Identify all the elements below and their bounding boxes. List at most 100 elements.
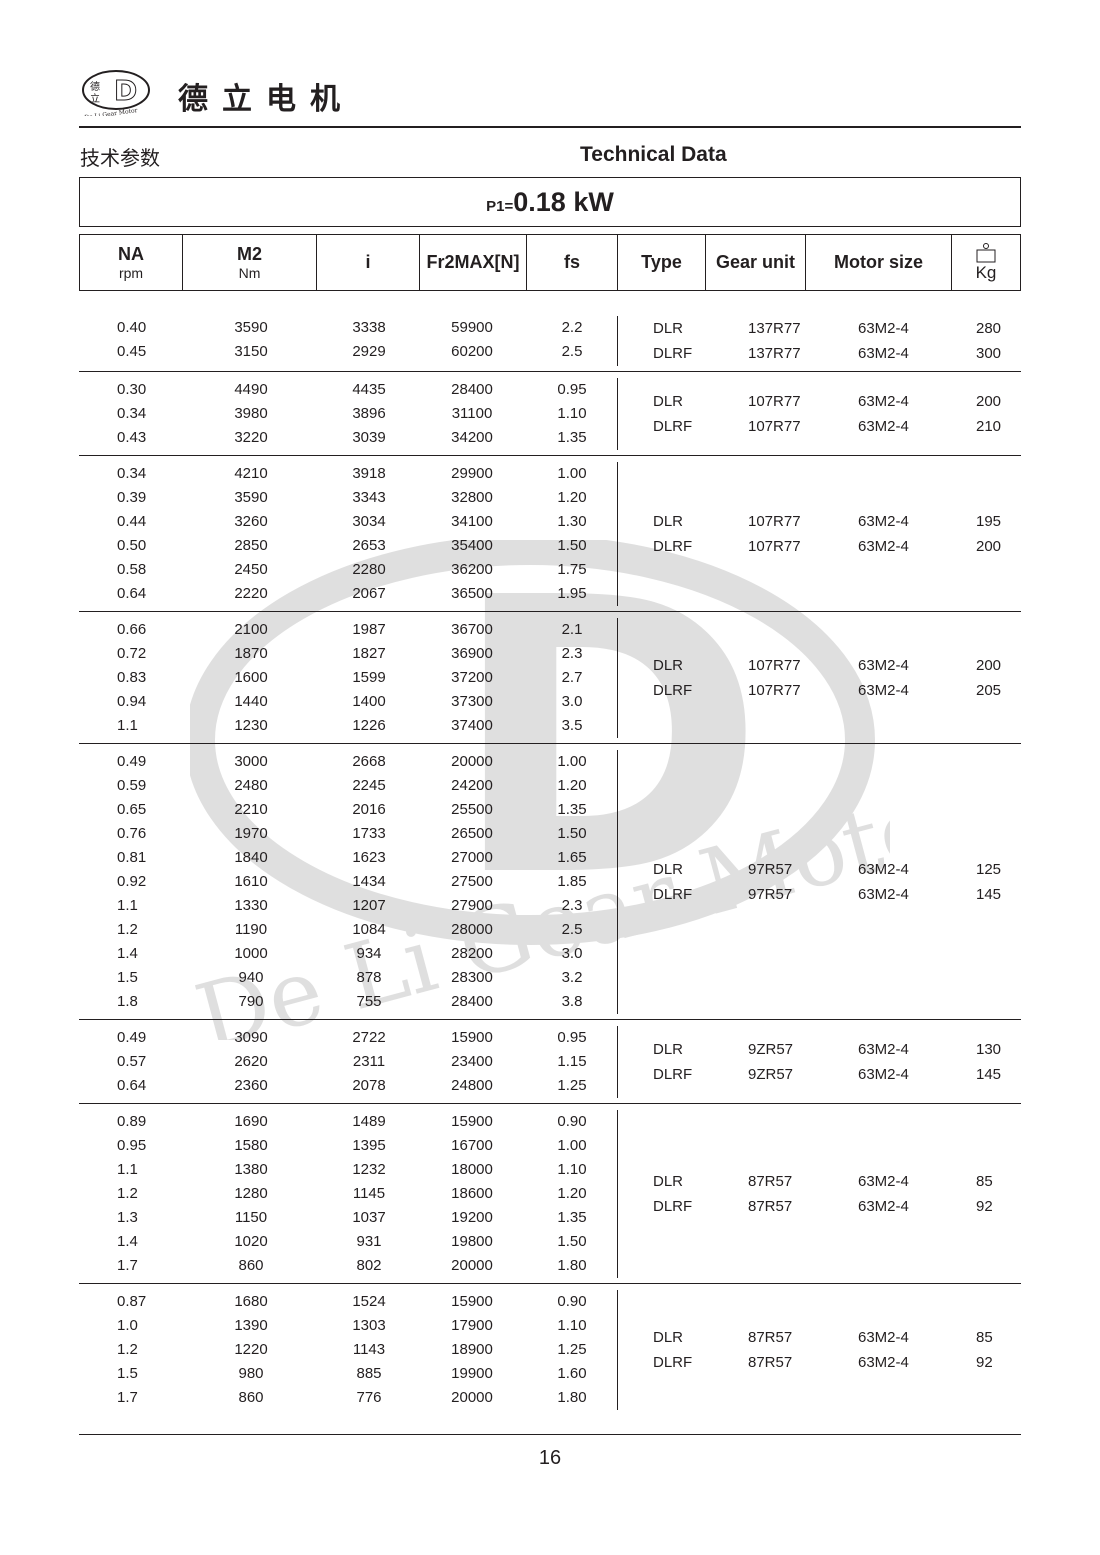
cell-ratio: 1143 [352, 1341, 386, 1358]
table-row: 0.87 1680 1524 15900 0.90 [79, 1290, 617, 1314]
cell-m2: 1220 [234, 1341, 268, 1358]
cell-na: 1.5 [117, 969, 138, 986]
cell-m2: 790 [238, 993, 264, 1010]
cell-m2: 2220 [234, 585, 268, 602]
cell-ratio: 2016 [352, 801, 386, 818]
cell-fs: 1.20 [557, 489, 587, 506]
cell-ratio: 1623 [352, 849, 386, 866]
unit-row: DLRF 107R77 63M2-4 205 [618, 678, 1021, 703]
table-group: 0.30 4490 4435 28400 0.95 0.34 3980 3896 31100 1.… [79, 372, 1021, 456]
table-row: 0.65 2210 2016 25500 1.35 [79, 798, 617, 822]
cell-na: 0.72 [117, 645, 147, 662]
cell-fr: 27000 [451, 849, 493, 866]
cell-na: 0.64 [117, 1077, 147, 1094]
cell-fr: 37400 [451, 717, 493, 734]
cell-weight-kg: 85 [976, 1329, 993, 1346]
cell-na: 0.92 [117, 873, 147, 890]
group-ratings: 0.89 1690 1489 15900 0.90 0.95 1580 1395 16700 1.… [79, 1110, 618, 1278]
cell-ratio: 2929 [352, 343, 386, 360]
cell-fr: 18900 [451, 1341, 493, 1358]
cell-fs: 1.00 [557, 753, 587, 770]
cell-m2: 1330 [234, 897, 268, 914]
table-row: 0.64 2360 2078 24800 1.25 [79, 1074, 617, 1098]
table-row: 1.5 940 878 28300 3.2 [79, 966, 617, 990]
cell-weight-kg: 145 [976, 1066, 1002, 1083]
cell-ratio: 2653 [352, 537, 386, 554]
cell-fr: 20000 [451, 753, 493, 770]
cell-fr: 60200 [451, 343, 493, 360]
cell-ratio: 2078 [352, 1077, 386, 1094]
cell-gear-unit: 107R77 [748, 513, 801, 530]
cell-fr: 17900 [451, 1317, 493, 1334]
cell-na: 0.40 [117, 319, 147, 336]
cell-fs: 2.5 [561, 921, 583, 938]
col-motor-size-label: Motor size [833, 252, 923, 272]
col-na: NA rpm [80, 235, 183, 290]
cell-m2: 1190 [234, 921, 268, 938]
cell-fr: 36200 [451, 561, 493, 578]
cell-na: 1.7 [117, 1389, 138, 1406]
cell-fs: 2.3 [561, 897, 583, 914]
cell-fs: 1.00 [557, 1137, 587, 1154]
cell-ratio: 1395 [352, 1137, 386, 1154]
cell-type: DLRF [653, 418, 693, 435]
cell-gear-unit: 97R57 [748, 861, 793, 878]
cell-m2: 2210 [234, 801, 268, 818]
cell-weight-kg: 85 [976, 1173, 993, 1190]
cell-m2: 4210 [234, 465, 268, 482]
cell-fr: 27900 [451, 897, 493, 914]
cell-m2: 1150 [234, 1209, 268, 1226]
cell-motor-size: 63M2-4 [858, 861, 909, 878]
unit-row: DLR 137R77 63M2-4 280 [618, 316, 1021, 341]
cell-fr: 26500 [451, 825, 493, 842]
table-group: 0.66 2100 1987 36700 2.1 0.72 1870 1827 36900 2.3… [79, 612, 1021, 744]
cell-gear-unit: 97R57 [748, 886, 793, 903]
cell-m2: 3980 [234, 405, 268, 422]
cell-fs: 1.20 [557, 1185, 587, 1202]
cell-ratio: 776 [356, 1389, 382, 1406]
cell-m2: 1680 [234, 1293, 268, 1310]
unit-row: DLR 107R77 63M2-4 200 [618, 653, 1021, 678]
cell-type: DLRF [653, 886, 693, 903]
cell-m2: 1870 [234, 645, 268, 662]
col-m2-label: M2 [236, 244, 262, 264]
table-row: 0.30 4490 4435 28400 0.95 [79, 378, 617, 402]
group-ratings: 0.49 3090 2722 15900 0.95 0.57 2620 2311 23400 1.… [79, 1026, 618, 1098]
cell-fr: 37300 [451, 693, 493, 710]
cell-weight-kg: 92 [976, 1198, 993, 1215]
cell-na: 0.64 [117, 585, 147, 602]
cell-fs: 1.20 [557, 777, 587, 794]
cell-na: 0.34 [117, 465, 147, 482]
cell-na: 0.87 [117, 1293, 147, 1310]
cell-weight-kg: 195 [976, 513, 1002, 530]
svg-text:德: 德 [90, 80, 100, 93]
table-group: 0.40 3590 3338 59900 2.2 0.45 3150 2929 60200 2.5… [79, 310, 1021, 372]
cell-motor-size: 63M2-4 [858, 538, 909, 555]
cell-fr: 27500 [451, 873, 493, 890]
cell-m2: 1610 [234, 873, 268, 890]
cell-na: 0.76 [117, 825, 147, 842]
group-units: DLR 9ZR57 63M2-4 130 DLRF 9ZR57 63M2-4 145 [618, 1026, 1021, 1098]
cell-m2: 3000 [234, 753, 268, 770]
cell-fs: 1.10 [557, 1161, 587, 1178]
cell-fs: 1.80 [557, 1389, 587, 1406]
cell-m2: 860 [238, 1389, 264, 1406]
col-m2-unit: Nm [238, 265, 261, 281]
table-row: 1.8 790 755 28400 3.8 [79, 990, 617, 1014]
cell-ratio: 1400 [352, 693, 386, 710]
table-row: 0.34 4210 3918 29900 1.00 [79, 462, 617, 486]
cell-ratio: 2067 [352, 585, 386, 602]
cell-gear-unit: 87R57 [748, 1198, 793, 1215]
power-value: 0.18 kW [513, 187, 614, 217]
table-row: 0.64 2220 2067 36500 1.95 [79, 582, 617, 606]
unit-row: DLRF 87R57 63M2-4 92 [618, 1194, 1021, 1219]
unit-row: DLR 9ZR57 63M2-4 130 [618, 1037, 1021, 1062]
table-row: 0.76 1970 1733 26500 1.50 [79, 822, 617, 846]
table-row: 1.2 1280 1145 18600 1.20 [79, 1182, 617, 1206]
col-i-label: i [365, 252, 371, 272]
cell-fs: 2.2 [561, 319, 583, 336]
group-ratings: 0.87 1680 1524 15900 0.90 1.0 1390 1303 17900 1.1… [79, 1290, 618, 1410]
cell-ratio: 1434 [352, 873, 386, 890]
data-table-body: 0.40 3590 3338 59900 2.2 0.45 3150 2929 60200 2.5… [79, 310, 1021, 1415]
cell-na: 1.2 [117, 1341, 138, 1358]
